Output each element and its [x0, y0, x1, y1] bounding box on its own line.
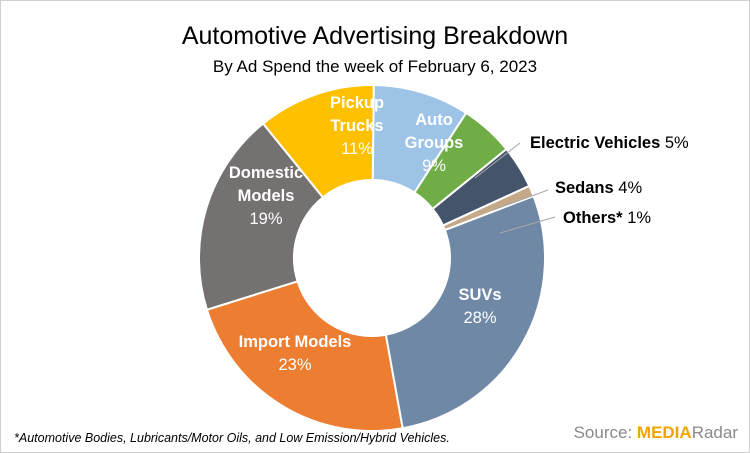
leader-line-sedans — [492, 189, 549, 211]
chart-subtitle: By Ad Spend the week of February 6, 2023 — [212, 57, 538, 76]
slice-value-auto-groups: 9% — [422, 157, 446, 175]
slice-others — [441, 184, 535, 232]
svg-text:Auto: Auto — [415, 111, 453, 129]
svg-text:Models: Models — [238, 187, 295, 205]
svg-text:Domestic: Domestic — [229, 164, 303, 182]
slice-label-pickup-trucks: Pickup Trucks 11% — [330, 94, 384, 158]
slice-label-others: Others* 1% — [563, 209, 651, 227]
slice-import-models — [205, 280, 404, 432]
slice-domestic-models — [198, 122, 325, 311]
slice-suvs — [384, 194, 546, 430]
slice-label-domestic-models: Domestic Models 19% — [229, 164, 303, 228]
slice-label-electric-vehicles: Electric Vehicles 5% — [530, 134, 689, 152]
leader-line-electric-vehicles — [474, 142, 521, 179]
brand-logo-part1: MEDIA — [636, 423, 692, 442]
slice-value-pickup-trucks: 11% — [341, 140, 373, 158]
source-label: Source: — [573, 423, 633, 442]
slice-label-import-models: Import Models 23% — [239, 333, 352, 374]
brand-logo-part2: Radar — [691, 423, 738, 442]
slice-label-auto-groups: Auto Groups 9% — [405, 111, 464, 175]
svg-text:Pickup: Pickup — [330, 94, 384, 112]
source-credit: Source: MEDIARadar — [574, 423, 738, 443]
slice-label-sedans: Sedans 4% — [555, 179, 642, 197]
slice-value-suvs: 28% — [463, 309, 496, 327]
svg-text:Groups: Groups — [405, 134, 464, 152]
footnote: *Automotive Bodies, Lubricants/Motor Oil… — [14, 431, 450, 445]
chart-title: Automotive Advertising Breakdown — [181, 22, 569, 50]
svg-text:Import Models: Import Models — [239, 333, 352, 351]
slice-value-domestic-models: 19% — [249, 210, 282, 228]
svg-text:SUVs: SUVs — [458, 286, 501, 304]
slice-value-import-models: 23% — [278, 356, 311, 374]
svg-text:Trucks: Trucks — [330, 117, 383, 135]
slice-label-suvs: SUVs 28% — [458, 286, 501, 327]
leader-line-others — [499, 216, 556, 234]
